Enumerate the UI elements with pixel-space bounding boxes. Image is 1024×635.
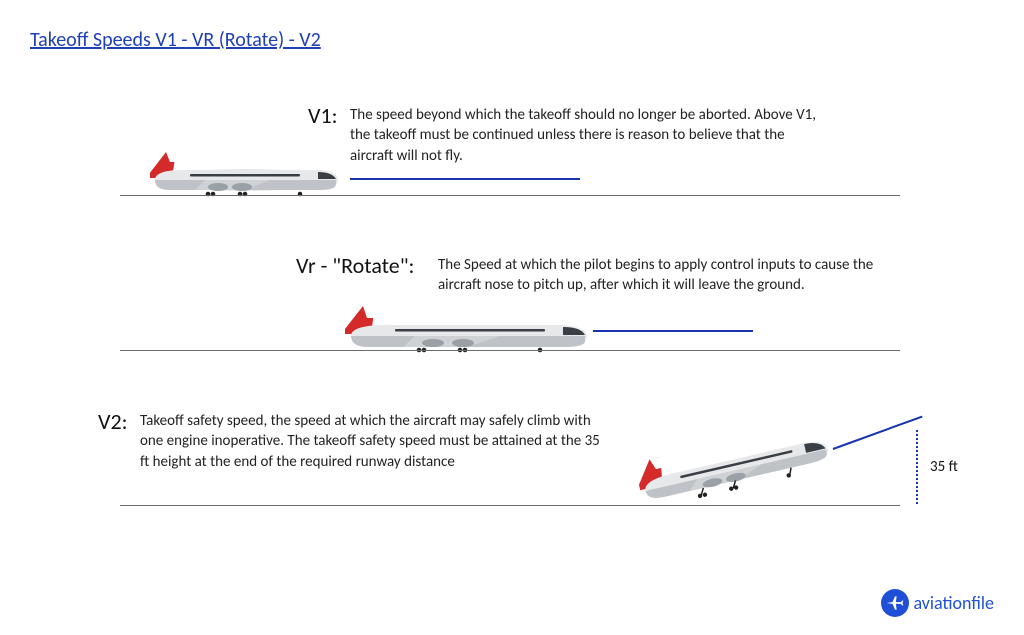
aircraft-v2 [632,409,835,511]
v2-height-label: 35 ft [930,458,958,476]
v2-height-marker [916,430,918,504]
v2-description: Takeoff safety speed, the speed at which… [140,411,600,472]
v1-label: V1: [308,102,338,129]
v2-climb-line [833,416,923,450]
brand-logo: aviationfile [881,589,994,617]
vr-description: The Speed at which the pilot begins to a… [438,255,908,296]
vr-speed-line [593,330,753,332]
page-title: Takeoff Speeds V1 - VR (Rotate) - V2 [30,28,321,52]
aircraft-vr [345,298,590,353]
vr-ground-line [120,350,900,351]
v1-ground-line [120,195,900,196]
vr-label: Vr - "Rotate": [296,252,414,279]
brand-name: aviationfile [913,592,994,614]
v1-speed-line [350,178,580,180]
v2-ground-line [120,505,900,506]
v2-label: V2: [98,408,128,435]
aircraft-v1 [150,142,340,197]
plane-circle-icon [881,589,909,617]
v1-description: The speed beyond which the takeoff shoul… [350,105,820,166]
